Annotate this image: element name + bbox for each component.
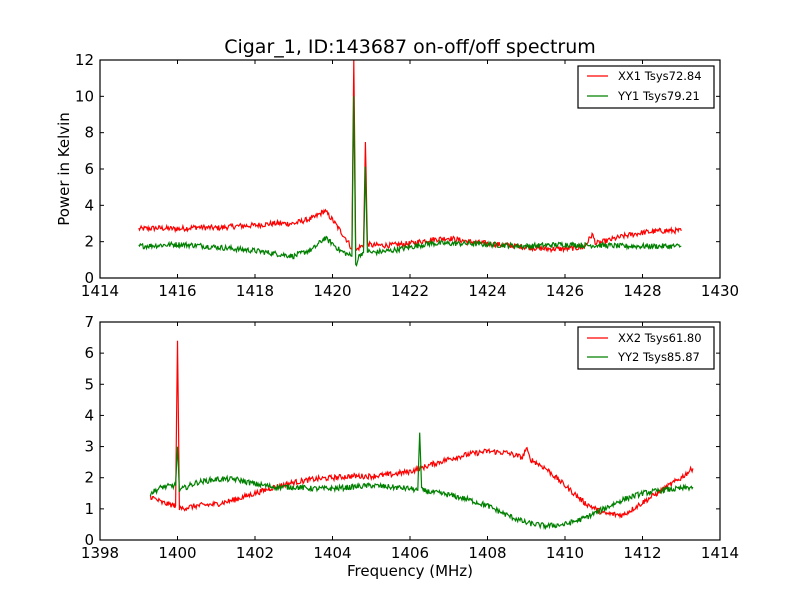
x-tick-label: 1414 — [81, 282, 119, 300]
bottom-subplot: Frequency (MHz) 1398 1400 1402 1404 1406 1408… — [81, 313, 739, 580]
y-tick-label: 8 — [84, 124, 94, 142]
y-axis-label: Power in Kelvin — [55, 112, 73, 226]
series-line-xx2 — [149, 340, 694, 520]
x-tick-label: 1412 — [623, 544, 661, 562]
top-ticks-layer: 1414 1416 1418 1420 1422 1424 1426 1428 1430 0 2 4 6… — [75, 51, 739, 300]
bottom-plot-frame — [99, 321, 721, 541]
x-tick-label: 1422 — [391, 282, 429, 300]
y-tick-label: 7 — [84, 313, 94, 331]
top-legend: XX1 Tsys72.84 YY1 Tsys79.21 — [577, 65, 715, 109]
bottom-series-layer — [149, 340, 694, 531]
bottom-legend: XX2 Tsys61.80 YY2 Tsys85.87 — [577, 326, 715, 370]
x-tick-label: 1398 — [81, 544, 119, 562]
x-tick-label: 1414 — [701, 544, 739, 562]
top-plot-frame — [99, 59, 721, 279]
x-tick-label: 1410 — [546, 544, 584, 562]
y-tick-label: 4 — [84, 406, 94, 424]
y-tick-label: 10 — [75, 87, 94, 105]
legend-label-yy1: YY1 Tsys79.21 — [617, 89, 700, 103]
top-subplot: Cigar_1, ID:143687 on-off/off spectrum P… — [55, 36, 739, 300]
y-tick-label: 4 — [84, 196, 94, 214]
y-tick-label: 1 — [84, 500, 94, 518]
legend-label-xx1: XX1 Tsys72.84 — [618, 69, 702, 83]
series-line-yy1 — [138, 96, 682, 267]
bottom-ticks-layer: 1398 1400 1402 1404 1406 1408 1410 1412 1414 0 1 2 3… — [81, 313, 739, 562]
y-tick-label: 3 — [84, 438, 94, 456]
x-tick-label: 1420 — [313, 282, 351, 300]
x-axis-label: Frequency (MHz) — [347, 562, 473, 580]
x-tick-label: 1402 — [236, 544, 274, 562]
legend-label-xx2: XX2 Tsys61.80 — [618, 331, 702, 345]
x-tick-label: 1426 — [546, 282, 584, 300]
x-tick-label: 1418 — [236, 282, 274, 300]
x-tick-label: 1406 — [391, 544, 429, 562]
series-line-xx1 — [138, 60, 682, 254]
legend-label-yy2: YY2 Tsys85.87 — [617, 350, 700, 364]
y-tick-label: 5 — [84, 375, 94, 393]
x-tick-label: 1408 — [468, 544, 506, 562]
y-tick-label: 0 — [84, 531, 94, 549]
top-series-layer — [138, 60, 682, 267]
x-tick-label: 1430 — [701, 282, 739, 300]
x-tick-label: 1424 — [468, 282, 506, 300]
y-tick-label: 6 — [84, 160, 94, 178]
y-tick-label: 6 — [84, 344, 94, 362]
y-tick-label: 2 — [84, 233, 94, 251]
y-tick-label: 0 — [84, 269, 94, 287]
x-tick-label: 1416 — [158, 282, 196, 300]
x-tick-label: 1428 — [623, 282, 661, 300]
x-tick-label: 1404 — [313, 544, 351, 562]
y-tick-label: 2 — [84, 469, 94, 487]
chart-title: Cigar_1, ID:143687 on-off/off spectrum — [224, 36, 596, 58]
series-line-yy2 — [149, 432, 694, 531]
x-tick-label: 1400 — [158, 544, 196, 562]
y-tick-label: 12 — [75, 51, 94, 69]
legend-box — [577, 65, 715, 109]
legend-box — [577, 326, 715, 370]
